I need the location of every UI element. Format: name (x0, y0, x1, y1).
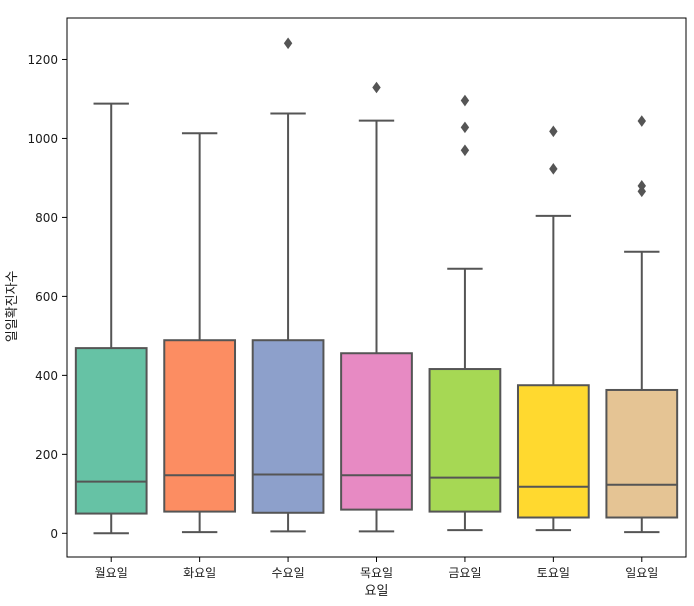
box-group-일요일 (605, 115, 679, 534)
outlier-point (460, 94, 470, 107)
x-tick-label: 목요일 (360, 566, 393, 580)
box-group-화요일 (163, 132, 237, 534)
outlier-point (460, 144, 470, 157)
outlier-point (283, 37, 293, 50)
y-tick-label: 1000 (27, 132, 58, 146)
box-group-월요일 (74, 102, 148, 535)
box-iqr (163, 339, 237, 513)
x-tick-label: 화요일 (183, 566, 216, 580)
box-iqr (74, 347, 148, 515)
y-tick-label: 400 (35, 369, 58, 383)
boxes-layer (74, 37, 679, 535)
box-iqr (516, 384, 590, 519)
box-group-토요일 (516, 125, 590, 532)
x-tick-label: 토요일 (537, 566, 570, 580)
box-group-목요일 (340, 81, 413, 533)
outlier-point (549, 163, 558, 175)
box-iqr (428, 368, 502, 513)
box-group-금요일 (428, 94, 502, 532)
outlier-point (549, 125, 558, 138)
outlier-point (637, 180, 647, 192)
box-iqr (251, 339, 325, 514)
outlier-point (372, 81, 381, 94)
y-tick-label: 200 (35, 448, 58, 462)
box-iqr (340, 352, 413, 511)
x-tick-label: 금요일 (448, 566, 481, 580)
y-tick-label: 800 (35, 211, 58, 225)
x-tick-label: 월요일 (95, 566, 128, 580)
y-tick-label: 0 (50, 527, 58, 541)
y-tick-label: 1200 (27, 53, 58, 67)
box-iqr (605, 388, 679, 519)
x-tick-label: 수요일 (272, 566, 305, 580)
outlier-point (460, 121, 470, 134)
outlier-point (637, 115, 647, 127)
x-tick-label: 일요일 (625, 566, 658, 580)
y-axis-label: 일일확진자수 (5, 270, 20, 342)
y-axis: 0 200 400 600 800 1000 1200 (27, 53, 67, 541)
x-axis-label: 요일 (365, 584, 389, 599)
y-tick-label: 600 (35, 290, 58, 304)
box-group-수요일 (251, 37, 325, 533)
x-axis: 월요일 화요일 수요일 목요일 금요일 토요일 일요일 (95, 557, 658, 580)
